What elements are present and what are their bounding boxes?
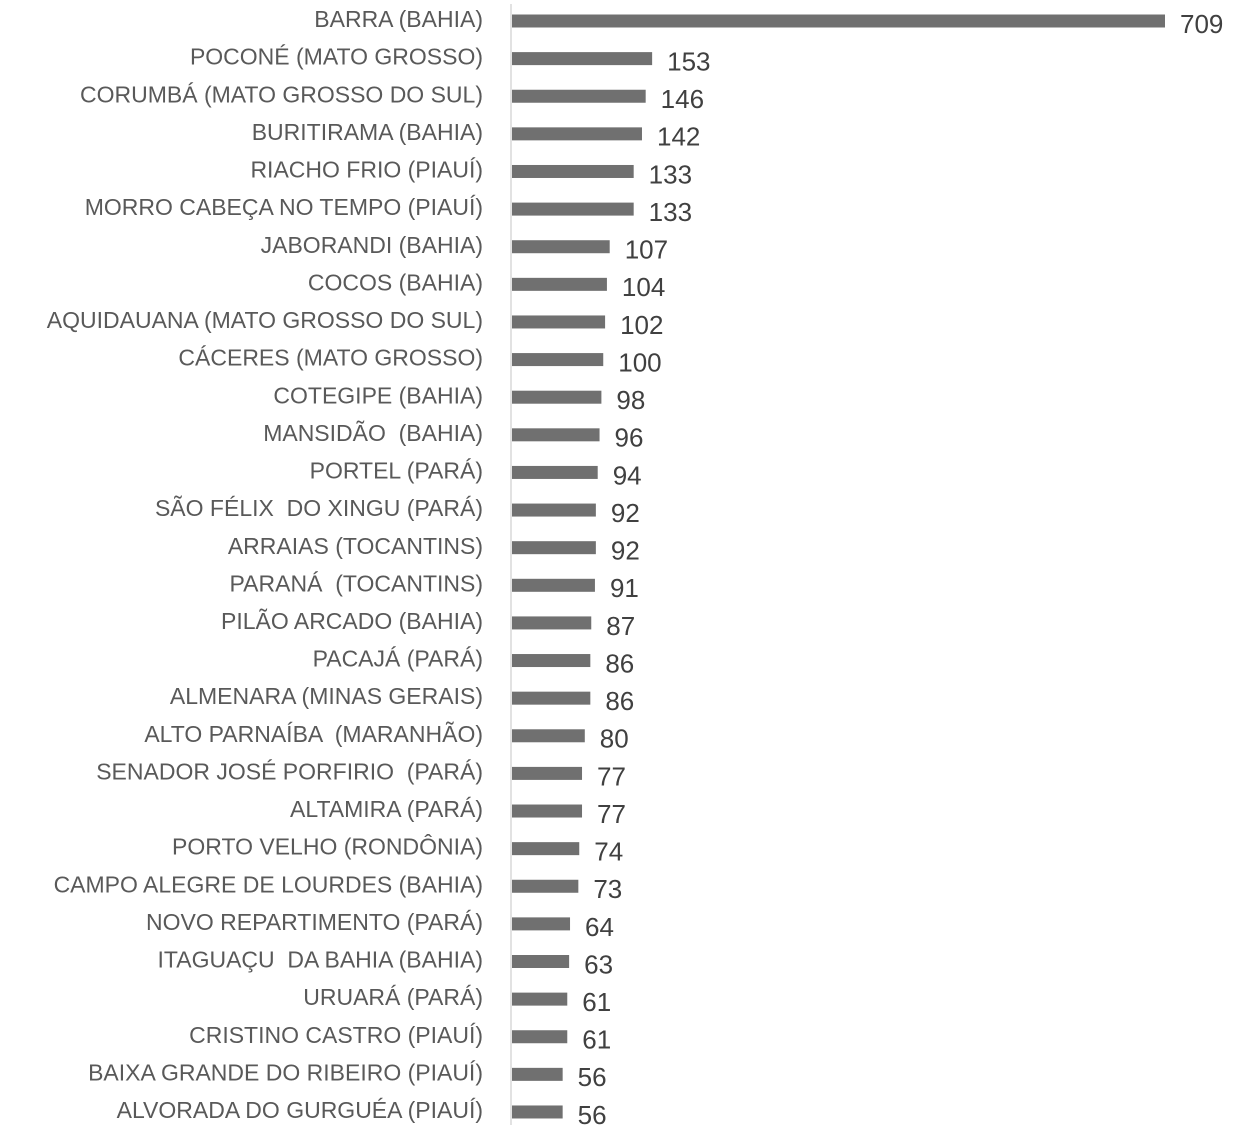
value-label: 77 <box>597 761 626 791</box>
category-label: MANSIDÃO (BAHIA) <box>263 420 483 446</box>
category-label: PACAJÁ (PARÁ) <box>313 646 483 672</box>
value-label: 146 <box>661 84 704 114</box>
category-label: RIACHO FRIO (PIAUÍ) <box>250 157 483 183</box>
category-label: CORUMBÁ (MATO GROSSO DO SUL) <box>80 81 483 107</box>
bar <box>512 353 604 367</box>
category-label: BAIXA GRANDE DO RIBEIRO (PIAUÍ) <box>88 1059 483 1085</box>
value-label: 102 <box>620 310 663 340</box>
bar <box>512 164 634 178</box>
value-label: 61 <box>582 987 611 1017</box>
value-label: 74 <box>594 837 623 867</box>
value-label: 56 <box>578 1100 607 1125</box>
category-label: COCOS (BAHIA) <box>308 269 483 295</box>
value-label: 86 <box>605 686 634 716</box>
bar <box>512 1030 568 1044</box>
value-label: 104 <box>622 272 665 302</box>
value-label: 709 <box>1180 9 1223 39</box>
value-label: 142 <box>657 122 700 152</box>
bar <box>512 315 606 329</box>
category-label: ALTO PARNAÍBA (MARANHÃO) <box>144 721 483 747</box>
value-label: 92 <box>611 536 640 566</box>
category-label: PORTEL (PARÁ) <box>310 458 483 484</box>
bar <box>512 691 591 705</box>
value-label: 87 <box>606 611 635 641</box>
value-label: 61 <box>582 1025 611 1055</box>
value-label: 91 <box>610 573 639 603</box>
category-label: PILÃO ARCADO (BAHIA) <box>221 608 483 634</box>
category-label: ARRAIAS (TOCANTINS) <box>228 533 483 559</box>
bar <box>512 127 642 141</box>
value-label: 98 <box>616 385 645 415</box>
category-label: BURITIRAMA (BAHIA) <box>252 119 483 145</box>
bar <box>512 804 583 818</box>
value-label: 86 <box>605 648 634 678</box>
value-label: 92 <box>611 498 640 528</box>
value-label: 63 <box>584 949 613 979</box>
bar <box>512 14 1165 28</box>
bar <box>512 1105 563 1119</box>
bar <box>512 428 600 442</box>
value-label: 133 <box>649 197 692 227</box>
bar <box>512 541 596 555</box>
bar <box>512 390 602 404</box>
bar <box>512 578 595 592</box>
bar <box>512 616 592 630</box>
category-label: ALTAMIRA (PARÁ) <box>290 796 483 822</box>
category-label: PORTO VELHO (RONDÔNIA) <box>172 833 483 860</box>
value-label: 133 <box>649 159 692 189</box>
bar <box>512 240 610 254</box>
bar <box>512 1067 563 1081</box>
category-label: ALMENARA (MINAS GERAIS) <box>170 683 483 709</box>
value-label: 77 <box>597 799 626 829</box>
category-label: ITAGUAÇU DA BAHIA (BAHIA) <box>158 947 483 973</box>
category-label: PARANÁ (TOCANTINS) <box>230 570 483 596</box>
category-label: URUARÁ (PARÁ) <box>303 984 483 1010</box>
category-label: SÃO FÉLIX DO XINGU (PARÁ) <box>155 495 483 521</box>
category-label: COTEGIPE (BAHIA) <box>273 382 483 408</box>
bar <box>512 654 591 668</box>
category-label: AQUIDAUANA (MATO GROSSO DO SUL) <box>47 307 483 333</box>
bar <box>512 917 571 931</box>
bar <box>512 729 585 743</box>
category-label: CAMPO ALEGRE DE LOURDES (BAHIA) <box>54 871 483 897</box>
bar <box>512 879 579 893</box>
category-label: SENADOR JOSÉ PORFIRIO (PARÁ) <box>96 758 483 784</box>
value-label: 64 <box>585 912 614 942</box>
bar <box>512 503 596 517</box>
value-label: 56 <box>578 1062 607 1092</box>
value-label: 100 <box>618 347 661 377</box>
category-label: CRISTINO CASTRO (PIAUÍ) <box>189 1022 483 1048</box>
bar <box>512 202 634 216</box>
bar <box>512 992 568 1006</box>
bar <box>512 766 583 780</box>
bar <box>512 842 580 856</box>
value-label: 73 <box>593 874 622 904</box>
category-label: MORRO CABEÇA NO TEMPO (PIAUÍ) <box>85 194 483 220</box>
bar <box>512 955 570 968</box>
category-label: BARRA (BAHIA) <box>314 6 483 32</box>
bar <box>512 52 653 66</box>
value-label: 107 <box>625 235 668 265</box>
value-label: 94 <box>613 460 642 490</box>
value-label: 80 <box>600 724 629 754</box>
category-label: JABORANDI (BAHIA) <box>261 232 483 258</box>
category-label: NOVO REPARTIMENTO (PARÁ) <box>146 909 483 935</box>
bar <box>512 277 607 291</box>
bar <box>512 89 646 103</box>
value-label: 96 <box>615 423 644 453</box>
category-label: POCONÉ (MATO GROSSO) <box>190 44 483 70</box>
value-label: 153 <box>667 46 710 76</box>
bar <box>512 465 598 479</box>
category-label: ALVORADA DO GURGUÉA (PIAUÍ) <box>117 1097 483 1123</box>
category-label: CÁCERES (MATO GROSSO) <box>178 345 483 371</box>
